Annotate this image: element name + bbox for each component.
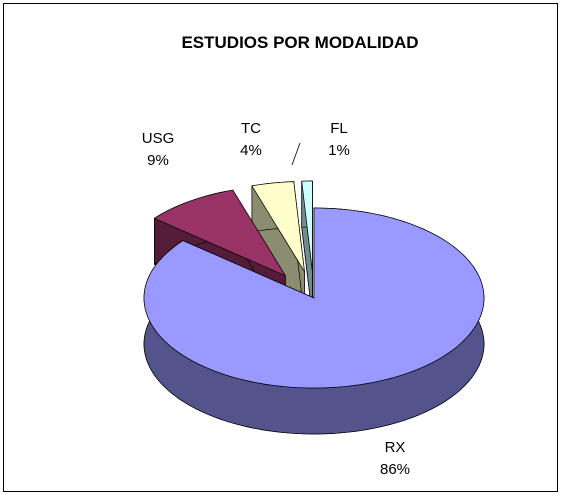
- labels: RX 86% USG 9% TC 4% FL 1%: [142, 120, 410, 478]
- slice: [251, 181, 305, 272]
- slice: [301, 180, 313, 272]
- leader-line: [291, 142, 301, 166]
- slice-label: RX: [385, 439, 406, 456]
- slice-label: FL: [330, 120, 348, 137]
- slice-label: USG: [142, 130, 175, 147]
- slice-value-label: 4%: [240, 142, 262, 159]
- slice-value-label: 1%: [328, 142, 350, 159]
- slice: [154, 189, 286, 277]
- slice-label: TC: [241, 120, 261, 137]
- pie: [143, 180, 485, 435]
- slice-value-label: 86%: [380, 461, 410, 478]
- slice-value-label: 9%: [147, 152, 169, 169]
- slice: [143, 207, 485, 389]
- chart-title: ESTUDIOS POR MODALIDAD: [181, 33, 418, 52]
